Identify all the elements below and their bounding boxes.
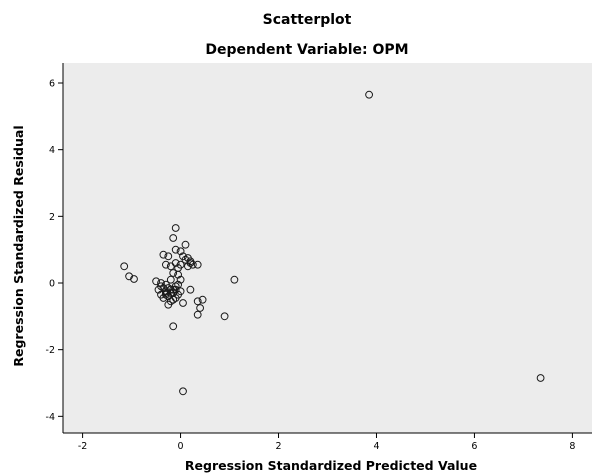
data-point [198, 295, 207, 304]
y-tick-label: 0 [49, 279, 55, 290]
data-point [130, 275, 138, 283]
data-point [120, 262, 129, 271]
data-point [164, 284, 173, 292]
x-tick-label: 2 [275, 441, 281, 452]
x-tick-label: 0 [178, 441, 184, 452]
y-tick-label: 4 [49, 145, 55, 156]
y-axis-label: Regression Standardized Residual [11, 125, 26, 366]
x-tick-label: 6 [471, 441, 477, 452]
data-point [193, 260, 202, 269]
data-point [186, 257, 195, 266]
data-point [157, 279, 165, 287]
plot-area [63, 63, 592, 433]
data-point [193, 297, 202, 306]
data-point [174, 270, 183, 279]
data-point [181, 240, 190, 249]
y-tick-label: -4 [46, 412, 55, 423]
data-point [176, 247, 185, 256]
data-point [196, 304, 205, 312]
data-point [159, 250, 168, 259]
data-point [171, 259, 180, 267]
data-point [169, 322, 178, 331]
y-tick-label: 2 [49, 212, 55, 223]
data-point [186, 285, 195, 294]
data-point [230, 275, 239, 284]
data-point [176, 275, 185, 284]
data-point [184, 262, 192, 271]
data-point [152, 277, 161, 286]
data-point [176, 287, 185, 296]
y-tick-label: -2 [46, 345, 55, 356]
data-point [162, 290, 170, 299]
data-point [365, 90, 374, 99]
data-point [164, 252, 173, 261]
x-tick-label: 8 [569, 441, 575, 452]
data-point [169, 234, 178, 242]
data-point [536, 374, 545, 382]
x-axis-label: Regression Standardized Predicted Value [185, 458, 477, 473]
data-point [179, 299, 187, 307]
data-point [171, 245, 180, 254]
data-points [120, 90, 545, 396]
data-point [169, 289, 178, 297]
data-point [162, 260, 170, 269]
data-point [169, 269, 178, 277]
data-point [193, 310, 202, 319]
data-point [166, 275, 175, 284]
y-tick-label: 6 [49, 79, 55, 90]
data-point [179, 387, 187, 396]
data-point [164, 300, 173, 309]
x-tick-label: 4 [373, 441, 379, 452]
y-axis: -4 -2 0 2 4 6 [46, 63, 64, 433]
chart-subtitle: Dependent Variable: OPM [205, 42, 408, 58]
x-tick-label: -2 [78, 441, 87, 452]
data-point [174, 280, 183, 289]
data-point [157, 282, 165, 291]
x-axis: -2 0 2 4 6 8 [63, 432, 592, 452]
data-point [171, 224, 180, 232]
chart-title: Scatterplot [263, 12, 352, 28]
data-point [220, 312, 229, 321]
